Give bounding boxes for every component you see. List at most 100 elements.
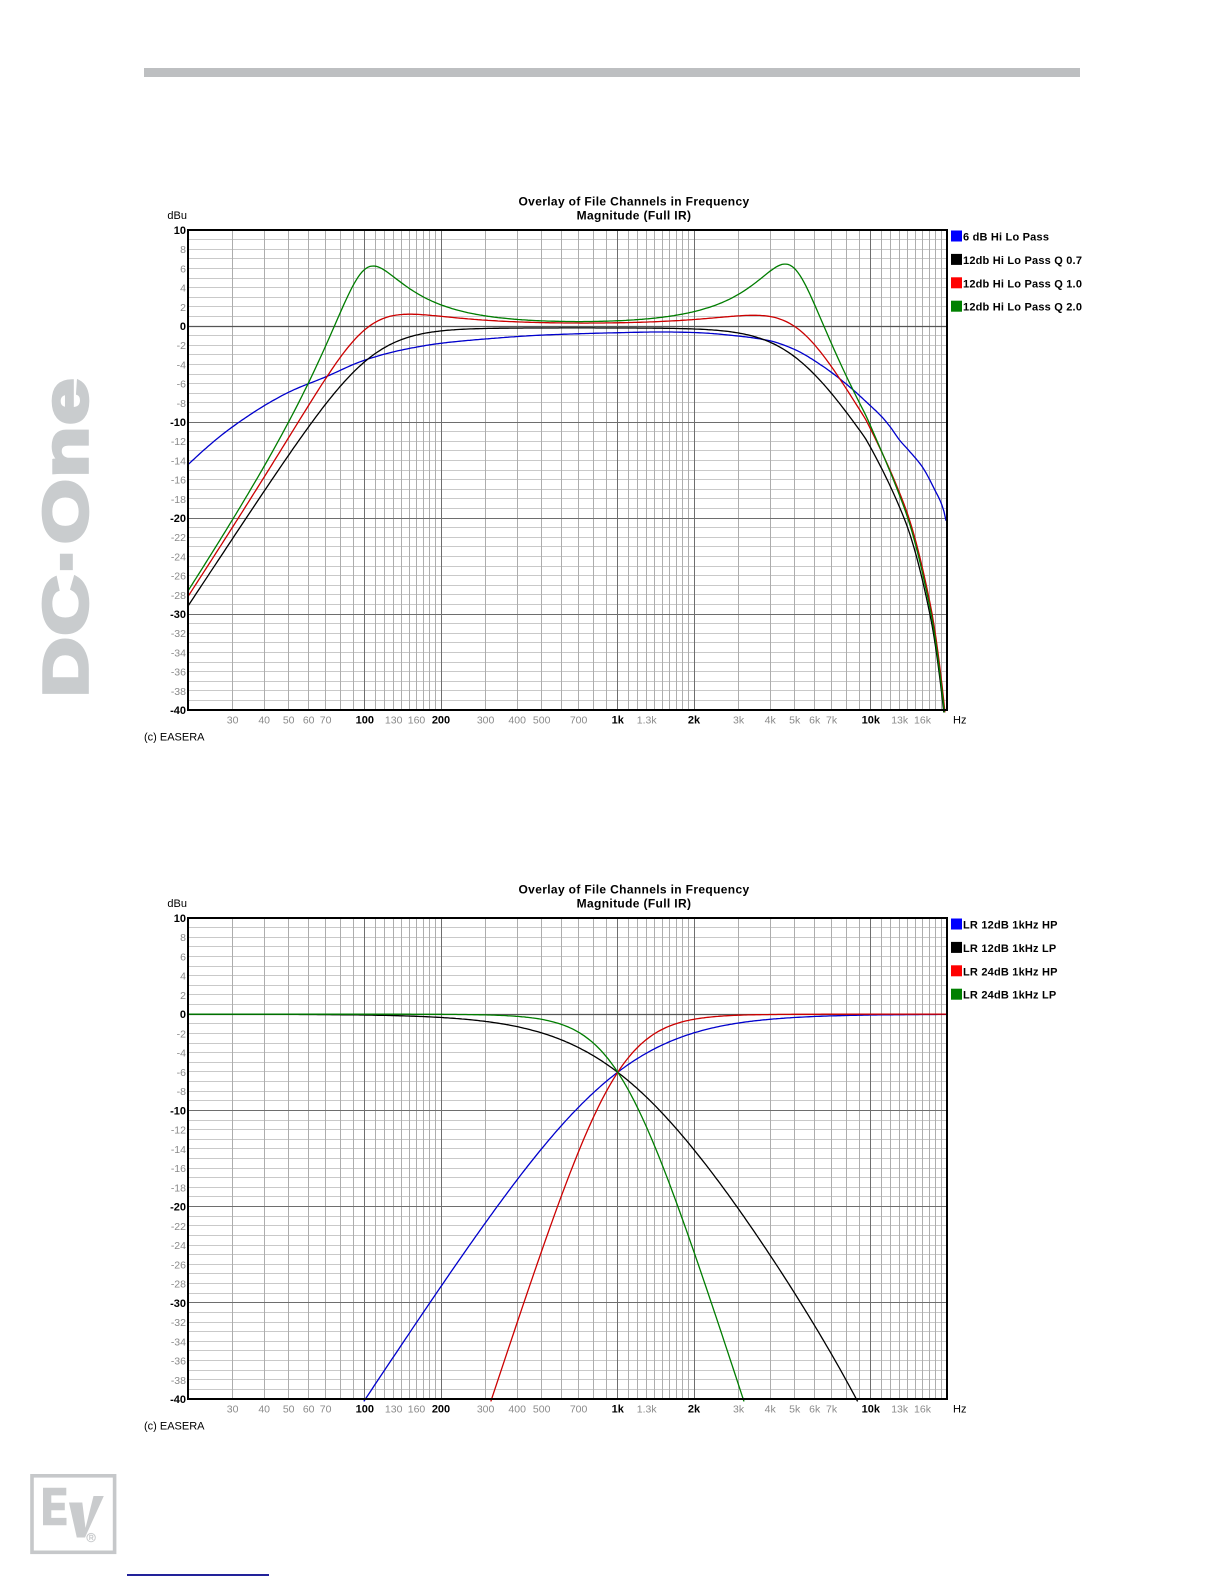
svg-text:13k: 13k: [891, 1404, 909, 1416]
svg-text:-16: -16: [171, 1163, 186, 1175]
svg-text:LR 12dB 1kHz LP: LR 12dB 1kHz LP: [963, 943, 1056, 955]
svg-text:-2: -2: [177, 1028, 186, 1040]
svg-text:-32: -32: [171, 628, 186, 640]
svg-text:5k: 5k: [789, 1404, 801, 1416]
svg-text:30: 30: [227, 1404, 239, 1416]
svg-text:10: 10: [174, 225, 186, 237]
svg-text:0: 0: [180, 1009, 186, 1021]
svg-text:40: 40: [258, 715, 270, 727]
svg-text:-20: -20: [170, 513, 186, 525]
svg-text:-34: -34: [171, 1336, 186, 1348]
svg-text:LR 24dB 1kHz HP: LR 24dB 1kHz HP: [963, 966, 1058, 978]
svg-text:-4: -4: [177, 1048, 186, 1060]
svg-text:50: 50: [283, 1404, 295, 1416]
svg-text:-36: -36: [171, 667, 186, 679]
svg-text:7k: 7k: [826, 1404, 838, 1416]
svg-text:6k: 6k: [809, 1404, 821, 1416]
svg-text:Overlay of File Channels in Fr: Overlay of File Channels in Frequency: [518, 195, 749, 209]
svg-text:(c) EASERA: (c) EASERA: [144, 732, 205, 744]
svg-text:300: 300: [477, 715, 495, 727]
svg-text:-6: -6: [177, 1067, 186, 1079]
svg-text:1.3k: 1.3k: [637, 1404, 658, 1416]
svg-text:-14: -14: [171, 455, 186, 467]
svg-text:-34: -34: [171, 647, 186, 659]
svg-text:4: 4: [180, 283, 186, 295]
svg-text:-26: -26: [171, 1259, 186, 1271]
svg-text:-28: -28: [171, 1279, 186, 1291]
svg-text:-18: -18: [171, 1182, 186, 1194]
svg-text:-20: -20: [170, 1202, 186, 1214]
svg-text:70: 70: [320, 1404, 332, 1416]
svg-text:Hz: Hz: [953, 715, 966, 727]
svg-text:-22: -22: [171, 1221, 186, 1233]
svg-text:60: 60: [303, 1404, 315, 1416]
svg-text:LR 24dB 1kHz LP: LR 24dB 1kHz LP: [963, 990, 1056, 1002]
svg-text:-38: -38: [171, 1375, 186, 1387]
svg-text:16k: 16k: [914, 715, 932, 727]
svg-text:-4: -4: [177, 359, 186, 371]
svg-text:400: 400: [508, 1404, 526, 1416]
svg-text:1k: 1k: [612, 715, 625, 727]
svg-text:-32: -32: [171, 1317, 186, 1329]
svg-text:-36: -36: [171, 1356, 186, 1368]
svg-text:160: 160: [408, 715, 426, 727]
svg-text:500: 500: [533, 715, 551, 727]
svg-text:2: 2: [180, 302, 186, 314]
svg-text:LR 12dB 1kHz HP: LR 12dB 1kHz HP: [963, 920, 1058, 932]
svg-text:-30: -30: [170, 1298, 186, 1310]
svg-text:30: 30: [227, 715, 239, 727]
svg-text:4: 4: [180, 971, 186, 983]
svg-text:-18: -18: [171, 494, 186, 506]
svg-text:2: 2: [180, 990, 186, 1002]
svg-text:6 dB Hi Lo Pass: 6 dB Hi Lo Pass: [963, 232, 1049, 244]
svg-text:400: 400: [508, 715, 526, 727]
svg-text:1k: 1k: [612, 1404, 625, 1416]
svg-text:6k: 6k: [809, 715, 821, 727]
svg-text:-22: -22: [171, 532, 186, 544]
svg-text:160: 160: [408, 1404, 426, 1416]
svg-text:200: 200: [432, 715, 450, 727]
svg-text:130: 130: [385, 715, 403, 727]
svg-text:-16: -16: [171, 475, 186, 487]
svg-text:1.3k: 1.3k: [637, 715, 658, 727]
svg-text:130: 130: [385, 1404, 403, 1416]
svg-text:Overlay of File Channels in Fr: Overlay of File Channels in Frequency: [518, 883, 749, 897]
svg-text:-28: -28: [171, 590, 186, 602]
svg-text:100: 100: [356, 715, 374, 727]
svg-text:8: 8: [180, 244, 186, 256]
svg-text:-12: -12: [171, 436, 186, 448]
svg-text:40: 40: [258, 1404, 270, 1416]
svg-text:(c) EASERA: (c) EASERA: [144, 1421, 205, 1433]
svg-text:-10: -10: [170, 417, 186, 429]
svg-text:10: 10: [174, 913, 186, 925]
svg-text:700: 700: [570, 715, 588, 727]
svg-text:-8: -8: [177, 398, 186, 410]
svg-text:3k: 3k: [733, 1404, 745, 1416]
svg-text:200: 200: [432, 1404, 450, 1416]
svg-text:50: 50: [283, 715, 295, 727]
svg-text:-8: -8: [177, 1086, 186, 1098]
svg-text:-24: -24: [171, 551, 186, 563]
svg-text:dBu: dBu: [167, 898, 187, 910]
svg-text:-12: -12: [171, 1125, 186, 1137]
svg-text:10k: 10k: [862, 715, 881, 727]
svg-text:12db Hi Lo Pass Q 2.0: 12db Hi Lo Pass Q 2.0: [963, 302, 1082, 314]
svg-text:8: 8: [180, 932, 186, 944]
svg-text:-10: -10: [170, 1105, 186, 1117]
svg-text:700: 700: [570, 1404, 588, 1416]
svg-text:5k: 5k: [789, 715, 801, 727]
svg-text:12db Hi Lo Pass Q 1.0: 12db Hi Lo Pass Q 1.0: [963, 278, 1082, 290]
svg-text:-30: -30: [170, 609, 186, 621]
svg-text:4k: 4k: [765, 1404, 777, 1416]
svg-text:300: 300: [477, 1404, 495, 1416]
svg-text:-26: -26: [171, 571, 186, 583]
svg-text:dBu: dBu: [167, 210, 187, 222]
svg-text:12db Hi Lo Pass Q 0.7: 12db Hi Lo Pass Q 0.7: [963, 255, 1082, 267]
svg-text:Magnitude (Full IR): Magnitude (Full IR): [577, 897, 692, 911]
svg-text:0: 0: [180, 321, 186, 333]
svg-text:2k: 2k: [688, 1404, 701, 1416]
svg-text:6: 6: [180, 263, 186, 275]
svg-text:10k: 10k: [862, 1404, 881, 1416]
svg-text:-38: -38: [171, 686, 186, 698]
svg-text:Magnitude (Full IR): Magnitude (Full IR): [577, 209, 692, 223]
